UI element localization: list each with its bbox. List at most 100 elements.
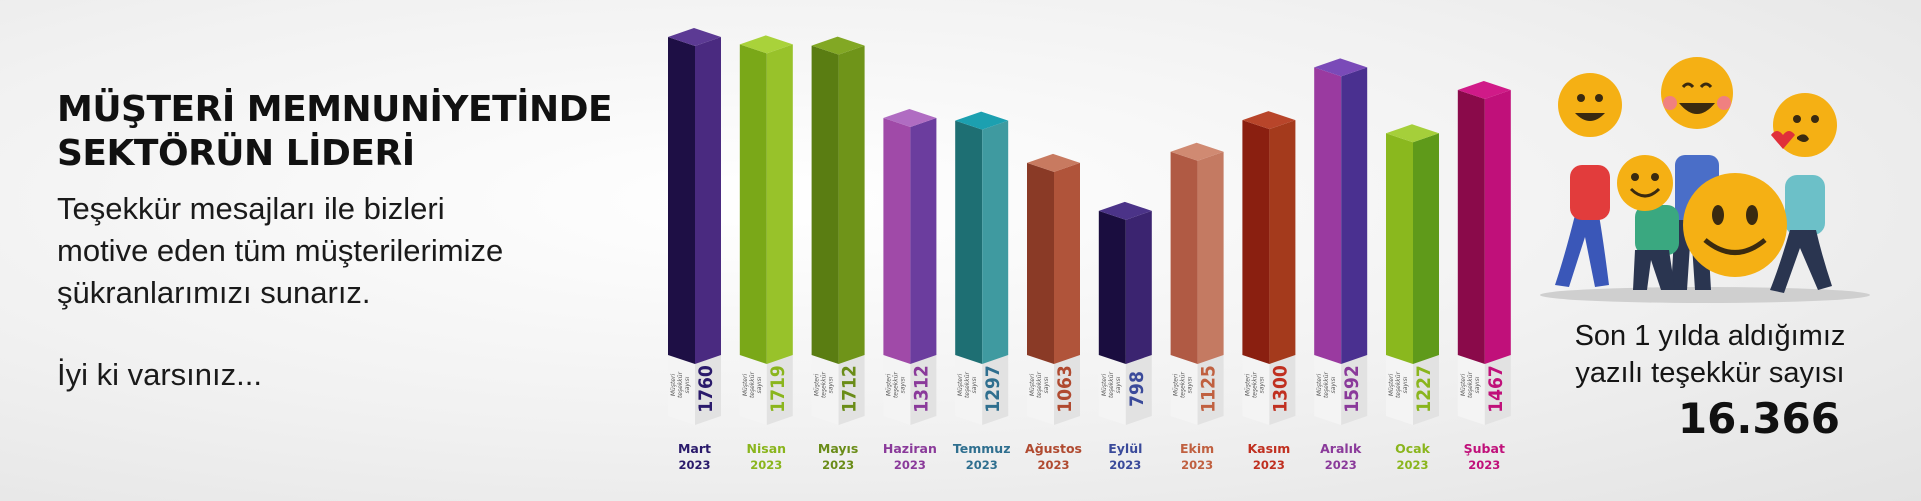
bar-caption: teşekkür — [677, 371, 684, 398]
label-block-side — [1413, 355, 1439, 425]
bar-caption: Müşteri — [1173, 374, 1180, 397]
label-block-front — [1242, 355, 1270, 425]
bar-top — [1457, 80, 1511, 99]
month-label: Nisan — [747, 441, 787, 456]
closing-text: İyi ki varsınız... — [57, 357, 262, 392]
bar-top — [1098, 201, 1152, 220]
bar-caption: Müşteri — [1029, 374, 1036, 397]
label-block-front — [1027, 355, 1054, 425]
year-label: 2023 — [1325, 458, 1357, 472]
bar-caption: teşekkür — [749, 371, 756, 398]
month-label: Aralık — [1320, 441, 1362, 456]
bar-front — [739, 44, 767, 364]
bar-side — [982, 120, 1009, 364]
bar-caption: Müşteri — [670, 374, 677, 397]
label-block-side — [910, 355, 937, 425]
summary-line-1: Son 1 yılda aldığımız — [1574, 320, 1846, 352]
label-block-front — [668, 355, 695, 425]
bar-top — [1170, 142, 1224, 161]
bar-side — [695, 37, 721, 364]
value-label: 1760 — [695, 365, 717, 413]
value-label: 798 — [1126, 371, 1148, 407]
thanks-line-1: Teşekkür mesajları ile bizleri — [57, 191, 445, 226]
year-label: 2023 — [1253, 458, 1285, 472]
bar-front — [1098, 210, 1126, 364]
bar-caption: teşekkür — [964, 371, 971, 398]
value-label: 1227 — [1413, 365, 1435, 413]
bar-side — [1341, 67, 1368, 364]
year-label: 2023 — [1396, 458, 1428, 472]
bar-side — [1054, 162, 1080, 364]
bar-caption: teşekkür — [892, 371, 899, 398]
bar-caption: Müşteri — [957, 374, 964, 397]
label-block-front — [1098, 355, 1126, 425]
bar-top — [1242, 111, 1296, 130]
bar-caption: sayısı — [1115, 376, 1122, 393]
label-block-front — [1386, 355, 1413, 425]
label-block-side — [1054, 355, 1080, 425]
bar-side — [1484, 89, 1511, 365]
bar-top — [955, 111, 1009, 130]
bar-front — [1170, 151, 1198, 364]
month-label: Eylül — [1108, 441, 1142, 456]
label-block-side — [1125, 355, 1152, 425]
label-block-side — [1484, 355, 1511, 425]
bar-caption: teşekkür — [1323, 371, 1330, 398]
bar-side — [766, 44, 793, 364]
bar-caption: teşekkür — [1108, 371, 1115, 398]
bar-front — [1457, 89, 1485, 365]
label-block-front — [739, 355, 767, 425]
month-label: Haziran — [883, 441, 937, 456]
label-block-side — [766, 355, 793, 425]
happy-people-illustration — [1540, 57, 1870, 303]
bar-side — [1125, 210, 1152, 364]
label-block-side — [982, 355, 1009, 425]
bar-caption: teşekkür — [1251, 371, 1258, 398]
value-label: 1125 — [1198, 365, 1220, 413]
label-block-front — [1170, 355, 1198, 425]
bar-caption: sayısı — [1402, 376, 1409, 393]
month-label: Şubat — [1464, 441, 1505, 456]
bar-top — [1027, 153, 1080, 172]
thanks-line-2: motive eden tüm müşterilerimize — [57, 233, 504, 268]
bar-front — [1386, 133, 1413, 364]
bar-caption: Müşteri — [1244, 374, 1251, 397]
bar-caption: Müşteri — [1388, 374, 1395, 397]
year-label: 2023 — [750, 458, 782, 472]
bar-front — [955, 120, 983, 364]
label-block-front — [955, 355, 983, 425]
year-label: 2023 — [822, 458, 854, 472]
label-block-side — [1197, 355, 1224, 425]
bar-caption: sayısı — [1474, 376, 1481, 393]
year-label: 2023 — [966, 458, 998, 472]
summary-line-2: yazılı teşekkür sayısı — [1575, 357, 1845, 389]
month-label: Ağustos — [1025, 441, 1082, 456]
bar-top — [883, 108, 937, 127]
text-panel: MÜŞTERİ MEMNUNİYETİNDE SEKTÖRÜN LİDERİ T… — [57, 88, 657, 396]
bar-caption: teşekkür — [1180, 371, 1187, 398]
bar-front — [883, 117, 911, 364]
month-label: Ocak — [1395, 441, 1430, 456]
bar-caption: teşekkür — [1467, 371, 1474, 398]
bar-side — [910, 117, 937, 364]
value-label: 1719 — [767, 365, 789, 413]
bar-caption: teşekkür — [1395, 371, 1402, 398]
value-label: 1297 — [982, 365, 1004, 413]
bar-caption: Müşteri — [1101, 374, 1108, 397]
thanks-line-3: şükranlarımızı sunarız. — [57, 275, 371, 310]
value-label: 1592 — [1341, 365, 1363, 413]
bar-front — [668, 37, 695, 364]
bar-caption: sayısı — [1258, 376, 1265, 393]
year-label: 2023 — [1181, 458, 1213, 472]
bar-caption: sayısı — [1187, 376, 1194, 393]
year-label: 2023 — [1109, 458, 1141, 472]
bar-front — [1242, 120, 1270, 364]
bar-top — [739, 35, 793, 54]
thanks-message: Teşekkür mesajları ile bizleri motive ed… — [57, 188, 657, 314]
bar-caption: sayısı — [756, 376, 763, 393]
label-block-front — [883, 355, 911, 425]
bar-top — [811, 36, 865, 55]
bar-caption: Müşteri — [814, 374, 821, 397]
month-label: Temmuz — [953, 441, 1011, 456]
